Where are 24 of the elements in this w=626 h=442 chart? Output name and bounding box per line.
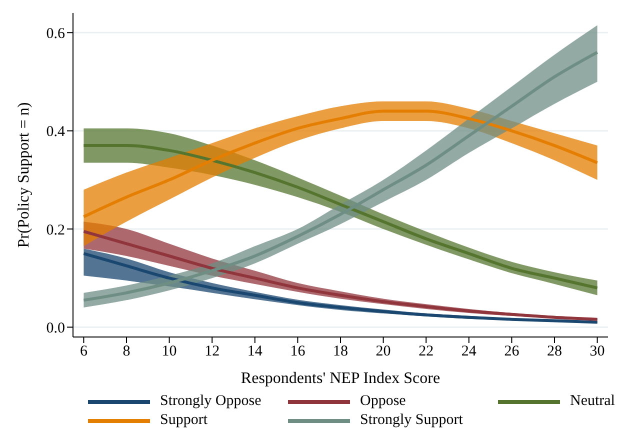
y-tick-label: 0.0 xyxy=(46,320,65,337)
x-tick-label: 16 xyxy=(290,344,306,360)
x-tick-label: 20 xyxy=(376,344,391,360)
x-tick-label: 12 xyxy=(204,344,220,360)
x-tick-label: 8 xyxy=(122,344,130,360)
legend-label: Strongly Oppose xyxy=(160,393,262,410)
legend-label: Neutral xyxy=(570,393,615,410)
x-axis-title: Respondents' NEP Index Score xyxy=(240,370,440,387)
legend-label: Oppose xyxy=(360,393,406,410)
legend-label: Strongly Support xyxy=(360,412,463,429)
x-tick-label: 10 xyxy=(162,344,177,360)
y-tick-label: 0.4 xyxy=(46,124,66,140)
y-tick-label: 0.2 xyxy=(46,222,65,238)
x-tick-label: 24 xyxy=(461,344,477,360)
y-axis-title: Pr(Policy Support = n) xyxy=(16,102,33,248)
x-tick-label: 26 xyxy=(504,344,520,360)
x-tick-label: 18 xyxy=(333,344,348,360)
x-tick-label: 14 xyxy=(247,344,263,360)
legend-label: Support xyxy=(160,412,208,429)
x-tick-label: 30 xyxy=(590,344,605,360)
x-tick-label: 28 xyxy=(547,344,562,360)
x-tick-label: 6 xyxy=(80,344,88,360)
x-tick-label: 22 xyxy=(418,344,434,360)
y-tick-label: 0.6 xyxy=(46,26,66,42)
